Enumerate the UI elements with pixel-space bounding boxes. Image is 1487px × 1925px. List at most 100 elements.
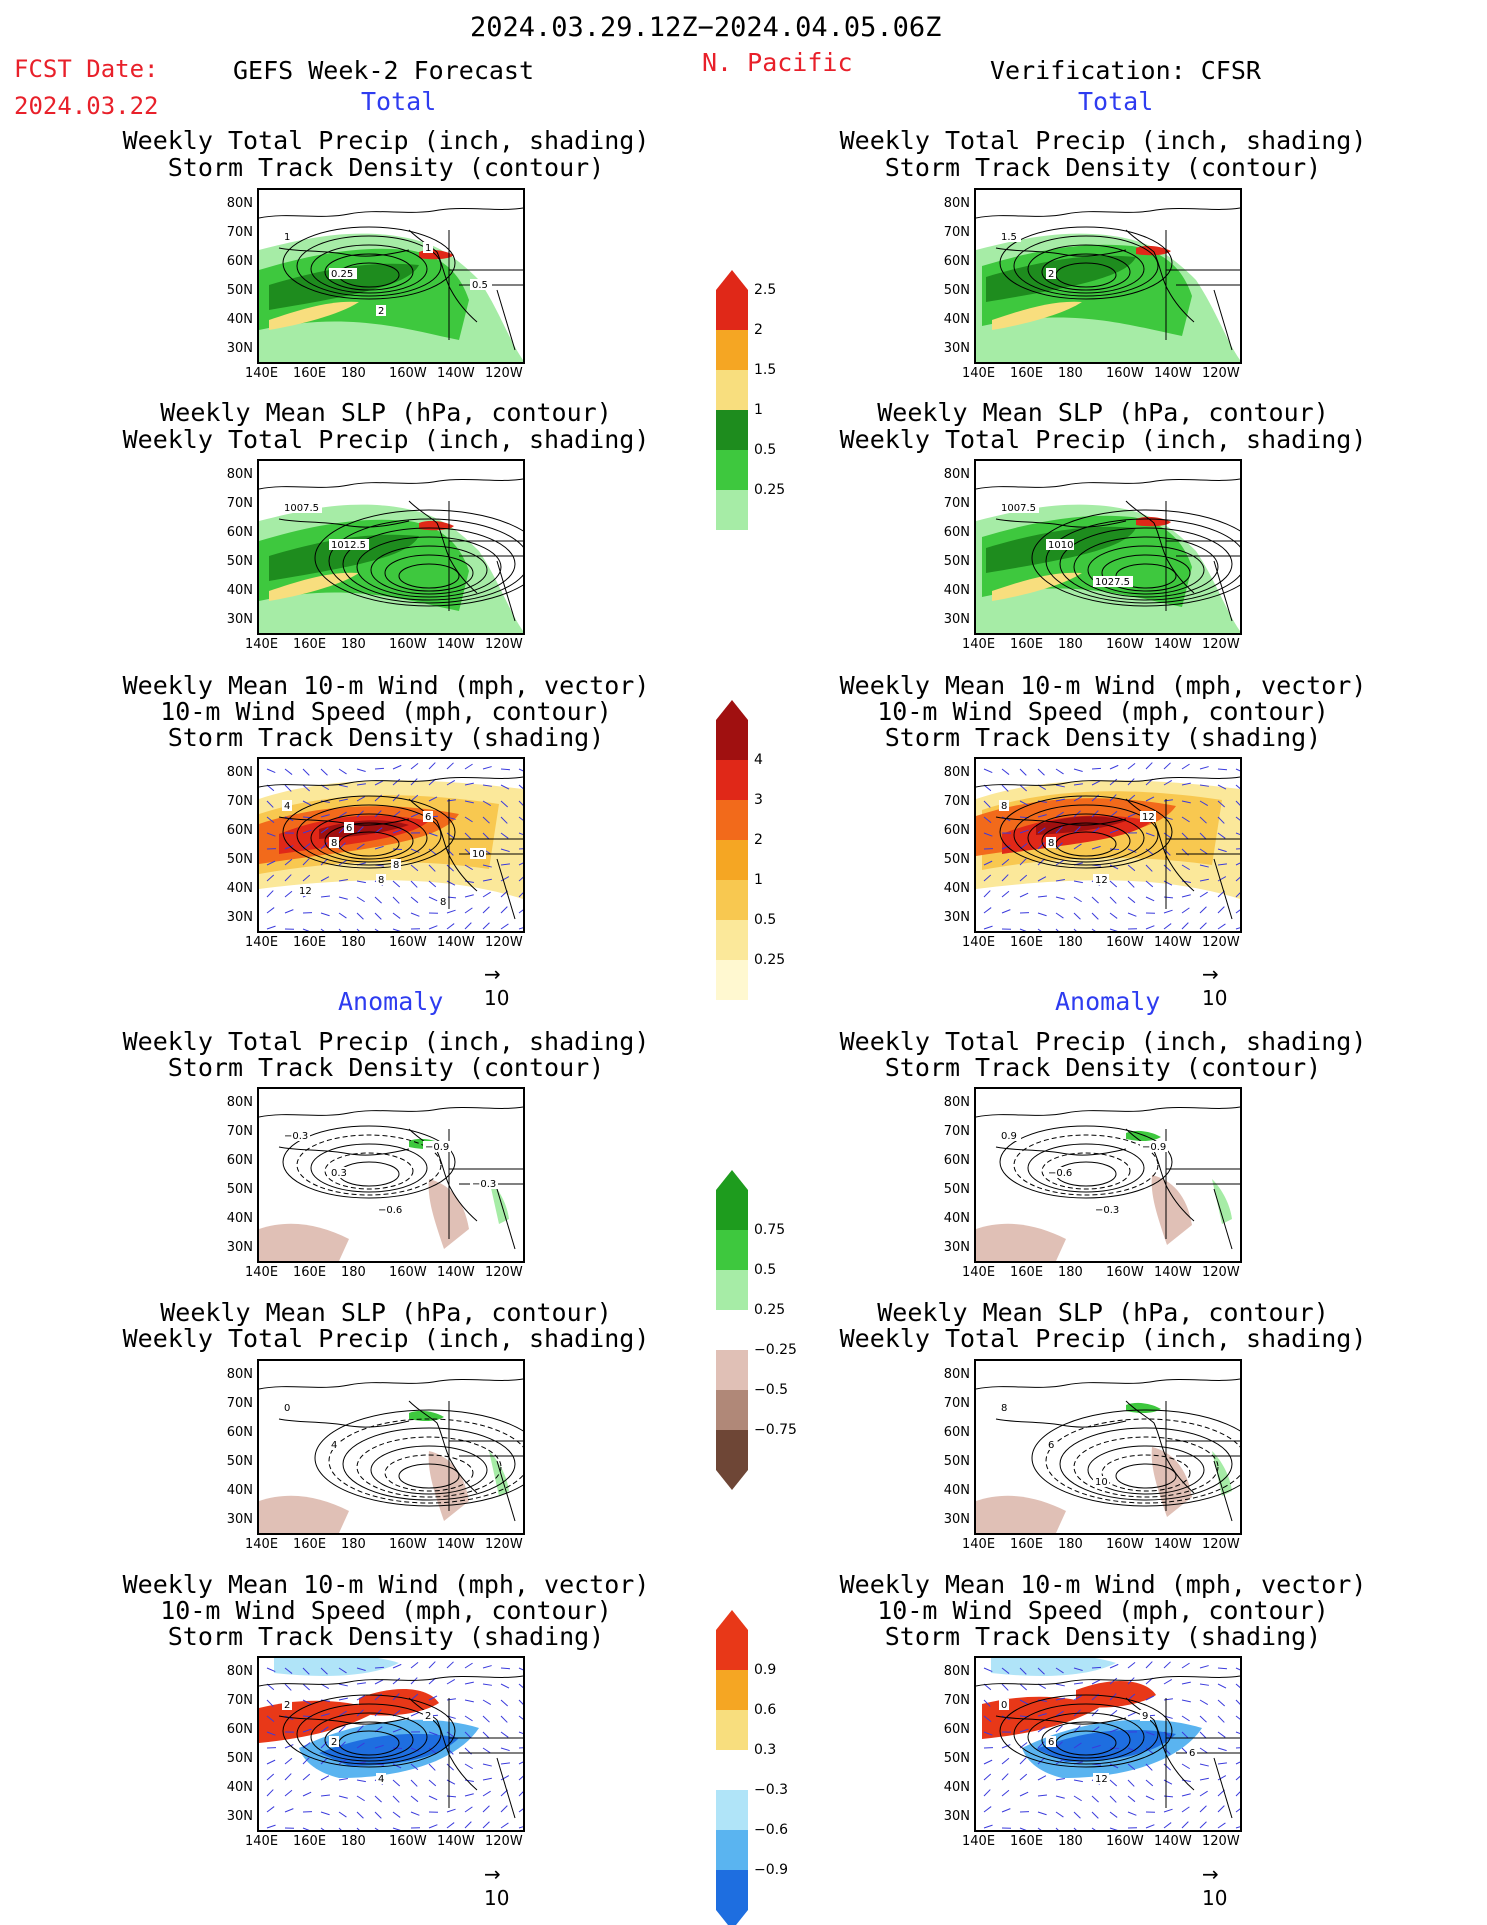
wind-vector <box>1055 1710 1064 1717</box>
wind-vector <box>518 784 523 790</box>
lat-label: 50N <box>943 554 970 569</box>
shading-area <box>269 572 359 601</box>
lon-label: 160E <box>1010 1265 1044 1280</box>
lat-label: 60N <box>226 1425 253 1440</box>
wind-vector <box>1181 1731 1189 1739</box>
colorbar-label: 0.6 <box>754 1702 777 1718</box>
wind-vector <box>500 863 510 866</box>
wind-vector <box>320 827 329 834</box>
colorbar-label: 2.5 <box>754 282 777 298</box>
wind-vector <box>356 1682 366 1685</box>
wind-vector <box>338 1777 348 1781</box>
wind-vector <box>392 1763 402 1769</box>
wind-vector <box>428 848 437 855</box>
wind-vector <box>356 928 360 931</box>
wind-vector <box>1073 1682 1083 1685</box>
wind-vector <box>302 1699 312 1705</box>
coastline <box>1165 230 1240 340</box>
contour-line <box>1087 545 1205 595</box>
wind-vector <box>1199 1777 1209 1781</box>
wind-vector <box>500 1805 508 1813</box>
contour-label: 0.9 <box>1001 1131 1017 1142</box>
contour-line <box>1013 1703 1159 1765</box>
title-v-slp-2: Weekly Total Precip (inch, shading) <box>839 425 1367 454</box>
contour-label-bg <box>999 231 1021 242</box>
coastline <box>496 858 516 920</box>
wind-vector <box>518 1775 523 1781</box>
wind-vector <box>500 816 508 824</box>
contour-label-bg <box>470 279 492 290</box>
contour-line <box>1041 1152 1131 1190</box>
contour-line <box>999 1694 1173 1768</box>
colorbar-precip-anom-svg <box>716 1170 748 1490</box>
wind-vector <box>338 1697 348 1701</box>
wind-vector <box>320 858 328 866</box>
wind-vector <box>428 832 438 837</box>
wind-vector <box>392 1677 401 1685</box>
contour-line <box>1059 527 1233 601</box>
wind-vector <box>983 925 993 930</box>
contour-line <box>1027 1712 1145 1762</box>
contour-label-bg <box>1046 1167 1074 1178</box>
fcst-date-label: FCST Date: <box>14 55 159 83</box>
wind-vector <box>1181 907 1190 914</box>
title-va-wind-2: 10-m Wind Speed (mph, contour) <box>877 1596 1329 1625</box>
wind-vector <box>983 1667 993 1673</box>
lat-label: 70N <box>226 225 253 240</box>
contour-label-bg <box>1140 1710 1150 1721</box>
wind-vector <box>464 763 473 770</box>
lon-label: 140E <box>962 1537 996 1552</box>
wind-vector <box>410 1677 418 1685</box>
lat-label: 50N <box>943 1751 970 1766</box>
shading-area <box>274 1658 399 1676</box>
wind-vector <box>320 1827 325 1830</box>
contour-line <box>310 244 428 294</box>
contour-label-bg <box>423 811 433 822</box>
wind-vector <box>1055 1725 1063 1733</box>
contour-line <box>324 822 414 860</box>
wind-vector <box>983 907 992 914</box>
wind-vector <box>1145 762 1153 770</box>
wind-vector <box>284 909 294 914</box>
wind-vector <box>1127 763 1136 770</box>
wind-vector <box>1217 1715 1225 1723</box>
wind-vector <box>1199 1821 1207 1829</box>
lat-label: 30N <box>943 1809 970 1824</box>
wind-vector <box>1127 1711 1137 1717</box>
coastline <box>259 1675 523 1687</box>
wind-vector <box>1019 1699 1029 1705</box>
wind-vector <box>266 800 274 808</box>
wind-vector <box>500 1731 509 1738</box>
wind-vector <box>302 829 312 834</box>
lat-label: 40N <box>226 881 253 896</box>
lat-label: 80N <box>943 196 970 211</box>
wind-vector <box>356 796 366 802</box>
wind-vector <box>1145 1763 1153 1771</box>
wind-vector <box>1217 1667 1228 1670</box>
wind-vector <box>1127 1763 1136 1771</box>
title-fa-precip-2: Storm Track Density (contour) <box>167 1053 605 1082</box>
wind-vector <box>338 1725 346 1733</box>
lon-label: 160E <box>1010 935 1044 950</box>
wind-vector <box>464 782 474 786</box>
title-f-slp-2: Weekly Total Precip (inch, shading) <box>122 425 650 454</box>
wind-vector <box>320 895 331 898</box>
wind-vector <box>1127 1779 1135 1787</box>
contour-line <box>324 1721 414 1759</box>
lat-label: 80N <box>943 1095 970 1110</box>
wind-vector <box>1055 878 1065 882</box>
coastline <box>1125 229 1195 323</box>
wind-vector <box>1163 1808 1173 1813</box>
title-fa-wind-1: Weekly Mean 10-m Wind (mph, vector) <box>122 1570 650 1599</box>
wind-vector <box>1055 1795 1065 1799</box>
lat-label: 30N <box>943 1240 970 1255</box>
lat-label: 30N <box>943 612 970 627</box>
lat-label: 80N <box>226 765 253 780</box>
colorbar-cap <box>716 1910 748 1925</box>
wind-vector <box>446 909 456 914</box>
coastline <box>278 1715 410 1725</box>
shading-area <box>991 1658 1116 1676</box>
lon-label: 160W <box>1106 1265 1144 1280</box>
contour-label-bg <box>329 1736 339 1747</box>
wind-vector <box>518 768 523 772</box>
